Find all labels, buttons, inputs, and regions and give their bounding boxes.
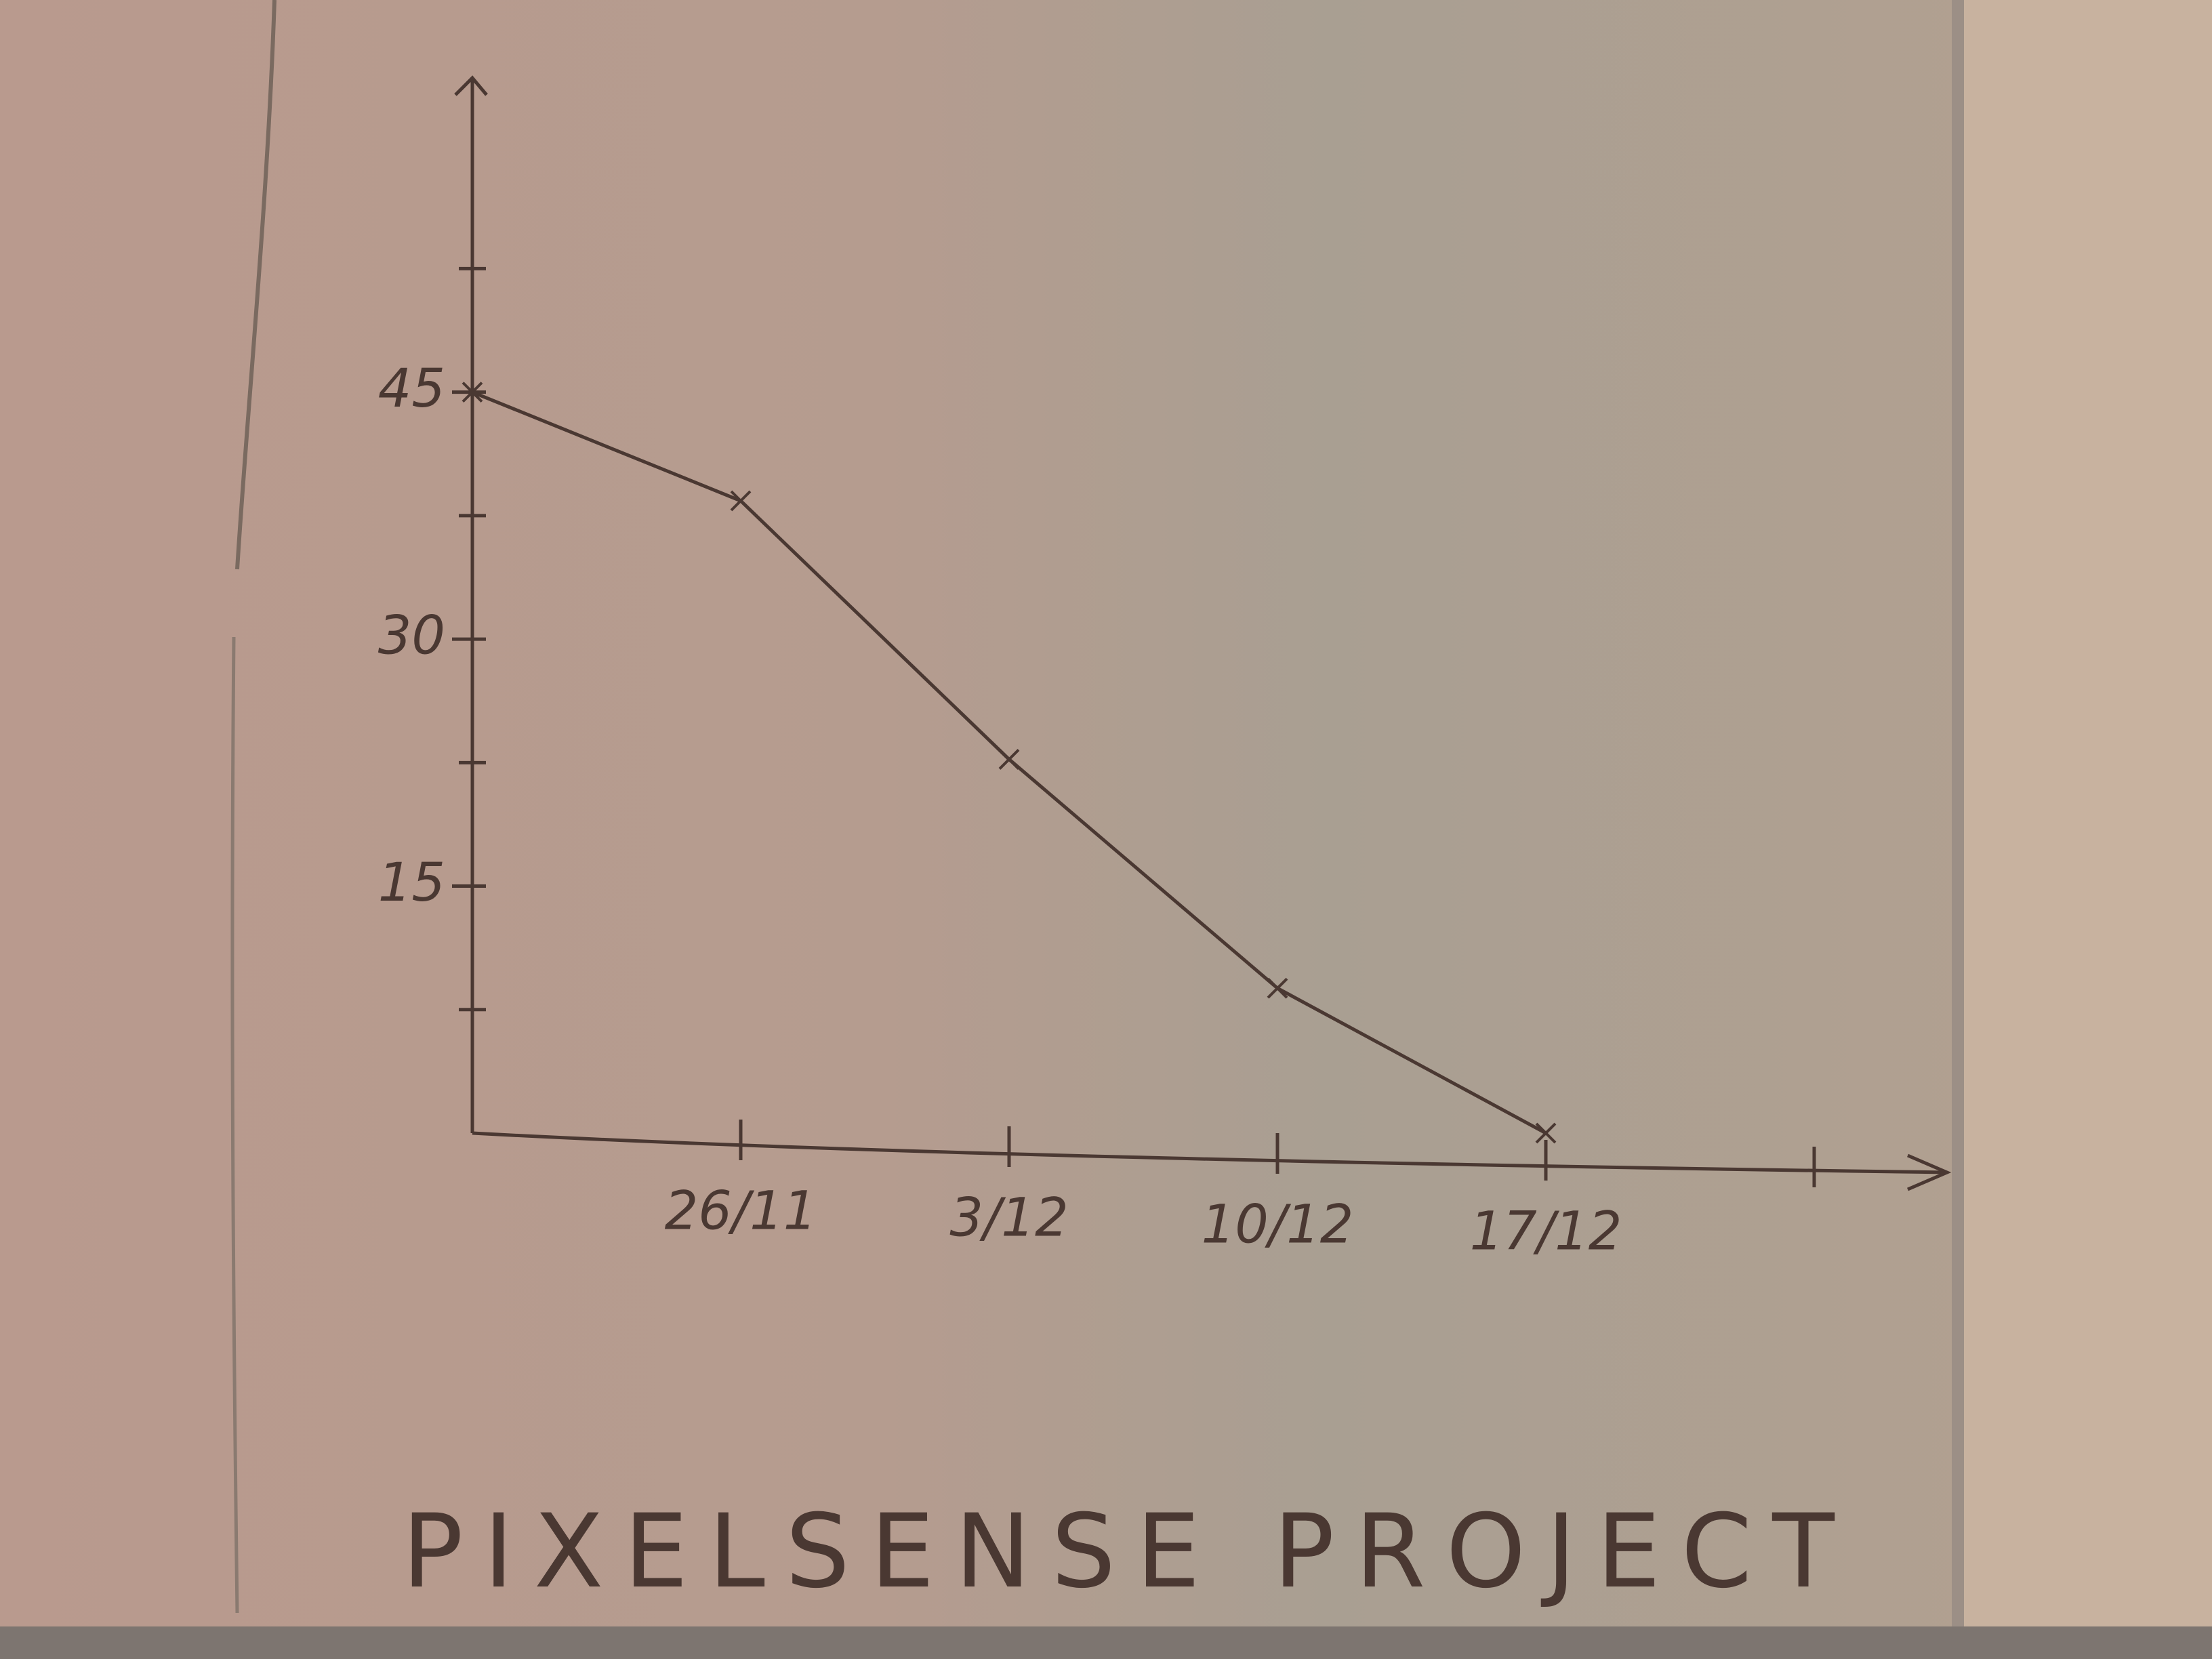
data-point <box>1535 1122 1557 1144</box>
x-tick-label: 10/12 <box>1202 1195 1354 1256</box>
x-tick-label: 17/12 <box>1470 1202 1622 1263</box>
board-frame <box>0 1626 2212 1659</box>
y-tick-label: 30 <box>378 606 445 667</box>
data-point <box>462 382 483 403</box>
data-point <box>998 749 1020 770</box>
y-tick-label: 45 <box>378 359 445 419</box>
x-tick-label: 3/12 <box>949 1188 1068 1249</box>
board-mark <box>235 0 276 570</box>
chart-title: PIXELSENSE PROJECT <box>402 1493 1855 1611</box>
data-point <box>1267 977 1288 999</box>
axes <box>454 75 1952 1191</box>
y-tick-label: 15 <box>378 853 445 914</box>
y-axis-arrow <box>454 75 488 96</box>
x-tick-label: 26/11 <box>665 1181 817 1242</box>
x-axis-arrow <box>1907 1153 1952 1191</box>
board-mark <box>230 636 239 1614</box>
data-point <box>730 490 752 512</box>
data-line <box>472 390 1547 1135</box>
x-axis <box>472 1131 1948 1174</box>
board-frame <box>1952 0 1964 1626</box>
wall <box>1961 0 2212 1659</box>
